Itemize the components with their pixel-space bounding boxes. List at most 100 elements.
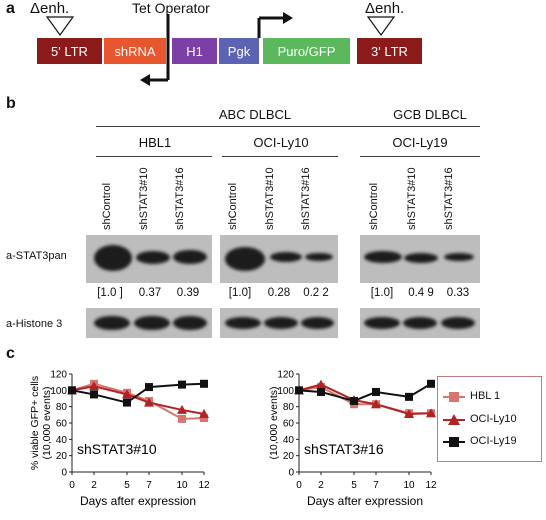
y-tick-label: 100 (277, 386, 294, 397)
gcb-group-line (360, 126, 480, 127)
legend-marker-ocily10-icon (443, 414, 465, 425)
cellline-ocily10-label: OCI-Ly10 (253, 135, 309, 150)
x-tick-label: 10 (176, 480, 188, 491)
abc-group-line (96, 126, 436, 127)
lane-label: shSTAT3#16 (443, 167, 455, 230)
tet-operator-arrow-icon (140, 14, 170, 86)
y-tick-label: 60 (56, 419, 68, 430)
quant-value: 0.39 (176, 287, 200, 299)
x-tick-label: 0 (296, 480, 302, 491)
data-point (405, 392, 413, 401)
hbl1-line (96, 156, 212, 157)
data-point (426, 408, 436, 418)
blot-band (225, 247, 265, 271)
data-point (178, 380, 186, 389)
data-point (200, 379, 208, 388)
lane-label: shSTAT3#16 (300, 167, 312, 230)
y-tick-label: 20 (56, 451, 68, 462)
data-point (89, 381, 99, 391)
y-tick-label: 40 (283, 435, 295, 446)
lane-label: shSTAT3#10 (406, 167, 418, 230)
data-point (90, 390, 98, 399)
row-label-histone3: a-Histone 3 (6, 318, 63, 330)
lane-label: shControl (227, 182, 239, 230)
segment-h1: H1 (172, 38, 217, 64)
x-tick-label: 0 (69, 480, 75, 491)
x-axis-label: Days after expression (307, 494, 423, 508)
y-tick-label: 120 (50, 370, 67, 381)
blot-stat3-ocily19 (360, 235, 480, 283)
data-point (404, 409, 414, 419)
x-axis-label: Days after expression (80, 494, 196, 508)
cellline-ocily19-label: OCI-Ly19 (392, 135, 448, 150)
blot-band (364, 317, 400, 329)
x-tick-label: 5 (351, 480, 357, 491)
x-tick-label: 12 (425, 480, 437, 491)
y-tick-label: 20 (283, 451, 295, 462)
panel-a-letter: a (6, 0, 15, 17)
row-label-stat3: a-STAT3pan (6, 250, 67, 262)
blot-stat3-hbl1 (86, 235, 212, 283)
data-point (317, 387, 325, 396)
legend-markers (443, 392, 465, 447)
segment-3ltr: 3' LTR (357, 38, 422, 64)
x-tick-label: 12 (198, 480, 210, 491)
blot-band (94, 316, 130, 330)
series-line-1 (71, 385, 205, 415)
blot-band (305, 253, 333, 261)
legend-label-hbl1: HBL 1 (470, 390, 501, 402)
chart-title: shSTAT3#16 (304, 441, 384, 457)
y-tick-label: 80 (283, 402, 295, 413)
data-point (350, 396, 358, 405)
tet-operator-label: Tet Operator (132, 0, 210, 16)
lane-label: shControl (101, 182, 113, 230)
segment-h1-label: H1 (186, 43, 203, 59)
quant-value: 0.4 9 (408, 287, 434, 299)
blot-stat3-ocily10 (220, 235, 338, 283)
data-point (371, 399, 381, 409)
segment-5ltr: 5' LTR (37, 38, 102, 64)
quant-value: 0.28 (267, 287, 291, 299)
y-tick-label: 0 (288, 468, 294, 479)
quant-value: 0.33 (446, 287, 470, 299)
data-point (144, 397, 154, 407)
quant-value: [1.0] (228, 287, 252, 299)
y-axis-label: % viable GFP+ cells(10,000 events) (29, 376, 53, 470)
segment-3ltr-label: 3' LTR (371, 43, 408, 59)
x-tick-label: 2 (91, 480, 97, 491)
blot-band (173, 250, 207, 264)
blot-band (364, 251, 402, 263)
y-tick-label: 100 (50, 386, 67, 397)
data-point (122, 389, 132, 399)
enhancer-deletion-left-icon (45, 16, 75, 37)
gcb-dlbcl-label: GCB DLBCL (393, 107, 467, 122)
segment-pgk-label: Pgk (227, 43, 251, 59)
blot-histone-ocily19 (360, 308, 480, 338)
legend-label-ocily10: OCI-Ly10 (470, 413, 517, 425)
enhancer-label-left: Δenh. (30, 0, 70, 17)
y-tick-label: 40 (56, 435, 68, 446)
panel-b-letter: b (6, 95, 16, 112)
blot-band (444, 253, 474, 261)
y-tick-label: 80 (56, 402, 68, 413)
data-point (316, 379, 326, 389)
blot-band (441, 317, 475, 329)
data-point (123, 398, 131, 407)
data-point (200, 414, 208, 423)
y-tick-label: 120 (277, 370, 294, 381)
vector-arrows (45, 12, 396, 86)
ocily10-line (222, 156, 338, 157)
segment-puro-gfp-label: Puro/GFP (277, 43, 336, 59)
blot-band (134, 316, 170, 330)
quant-value: 0.37 (138, 287, 162, 299)
x-tick-label: 2 (318, 480, 324, 491)
y-axis-label: % viable GFP+ cells(10,000 events) (265, 376, 280, 470)
blot-histone-hbl1 (86, 308, 212, 338)
chart-legend: HBL 1 OCI-Ly10 OCI-Ly19 (437, 376, 542, 462)
segment-pgk: Pgk (219, 38, 259, 64)
blot-band (94, 245, 132, 271)
enhancer-deletion-right-icon (366, 16, 396, 37)
chart-title: shSTAT3#10 (77, 441, 157, 457)
lane-label: shSTAT3#10 (264, 167, 276, 230)
promoter-arrow-icon (257, 12, 293, 38)
